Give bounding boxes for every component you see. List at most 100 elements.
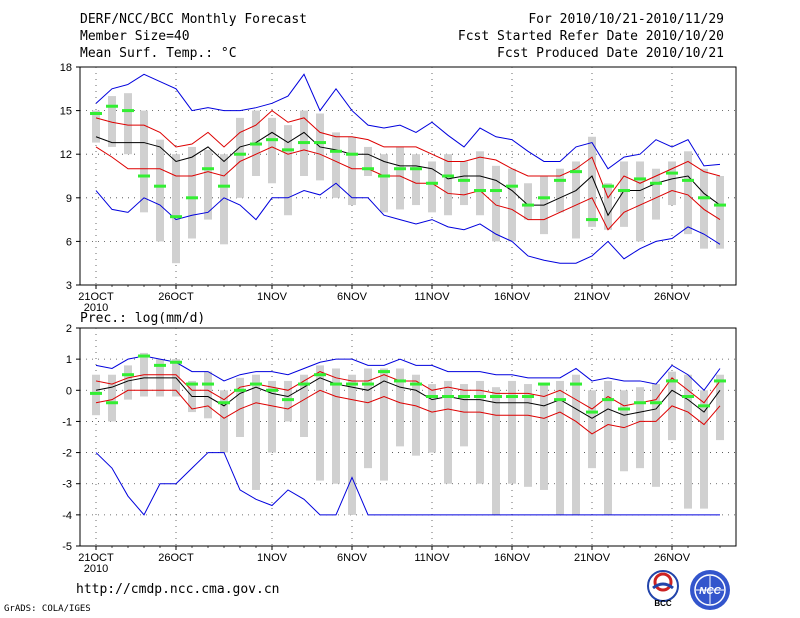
median-marker — [458, 395, 470, 399]
member-range-box — [700, 168, 708, 249]
year-label: 2010 — [84, 563, 108, 575]
member-range-box — [524, 384, 532, 487]
y-tick-label: 2 — [66, 323, 72, 335]
median-marker — [650, 181, 662, 185]
median-marker — [202, 167, 214, 171]
member-range-box — [316, 365, 324, 481]
source-url[interactable]: http://cmdp.ncc.cma.gov.cn — [76, 582, 280, 597]
series-line-p25 — [95, 389, 721, 435]
member-range-box — [268, 380, 276, 453]
series-line-p75 — [95, 371, 721, 410]
median-marker — [442, 395, 454, 399]
median-marker — [682, 395, 694, 399]
x-tick-label: 26OCT — [158, 291, 194, 303]
series-line-min — [95, 73, 721, 170]
member-range-box — [684, 151, 692, 235]
member-range-box — [556, 168, 564, 213]
series-line-min — [95, 452, 720, 516]
median-marker — [218, 401, 230, 405]
member-range-box — [236, 117, 244, 198]
median-marker — [346, 152, 358, 156]
median-marker — [426, 395, 438, 399]
member-range-box — [444, 154, 452, 216]
median-marker — [666, 379, 678, 383]
x-tick-label: 21OCT — [78, 552, 114, 564]
member-range-box — [668, 161, 676, 206]
median-marker — [538, 382, 550, 386]
member-range-box — [716, 176, 724, 249]
member-range-box — [636, 161, 644, 242]
member-range-box — [460, 161, 468, 206]
median-marker — [458, 178, 470, 182]
median-marker — [554, 178, 566, 182]
member-range-box — [348, 374, 356, 515]
median-marker — [554, 398, 566, 402]
median-marker — [90, 112, 102, 116]
member-range-box — [92, 374, 100, 416]
median-marker — [602, 398, 614, 402]
median-marker — [490, 395, 502, 399]
ncc-logo: NCC — [690, 570, 730, 610]
median-marker — [426, 181, 438, 185]
median-marker — [154, 184, 166, 188]
median-marker — [634, 401, 646, 405]
member-range-box — [636, 387, 644, 469]
median-marker — [682, 178, 694, 182]
member-size-label: Member Size=40 — [80, 29, 190, 44]
ncc-logo-text: NCC — [699, 586, 721, 597]
bcc-logo: BCC — [647, 570, 679, 608]
member-range-box — [284, 125, 292, 216]
median-marker — [282, 148, 294, 152]
x-tick-label: 1NOV — [257, 291, 288, 303]
median-marker — [250, 382, 262, 386]
median-marker — [266, 388, 278, 392]
chart-title: DERF/NCC/BCC Monthly Forecast — [80, 12, 307, 27]
median-marker — [474, 395, 486, 399]
median-marker — [538, 196, 550, 200]
member-range-box — [508, 168, 516, 242]
median-marker — [186, 382, 198, 386]
median-marker — [650, 401, 662, 405]
median-marker — [234, 388, 246, 392]
member-range-box — [412, 374, 420, 456]
member-range-box — [380, 154, 388, 213]
y-tick-label: 15 — [60, 106, 72, 118]
median-marker — [106, 401, 118, 405]
median-marker — [602, 184, 614, 188]
series-line-max — [95, 182, 721, 264]
y-tick-label: 3 — [66, 280, 72, 292]
variable-label: Mean Surf. Temp.: °C — [80, 46, 237, 61]
member-range-box — [236, 377, 244, 437]
member-range-box — [652, 384, 660, 487]
median-marker — [330, 149, 342, 153]
median-marker — [698, 196, 710, 200]
member-range-box — [620, 161, 628, 227]
x-tick-label: 1NOV — [257, 552, 288, 564]
median-marker — [490, 189, 502, 193]
member-range-box — [252, 374, 260, 490]
median-marker — [714, 379, 726, 383]
member-range-box — [140, 110, 148, 213]
member-range-box — [684, 374, 692, 509]
member-range-box — [700, 390, 708, 509]
median-marker — [282, 398, 294, 402]
member-range-box — [284, 380, 292, 422]
median-marker — [234, 152, 246, 156]
median-marker — [714, 203, 726, 207]
panel-title: Prec.: log(mm/d) — [80, 311, 205, 326]
member-range-box — [652, 168, 660, 220]
member-range-box — [220, 154, 228, 245]
median-marker — [186, 196, 198, 200]
median-marker — [410, 382, 422, 386]
median-marker — [522, 395, 534, 399]
member-range-box — [508, 380, 516, 484]
y-tick-label: -1 — [62, 416, 72, 428]
median-marker — [170, 360, 182, 364]
member-range-box — [604, 380, 612, 515]
member-range-box — [412, 154, 420, 206]
member-range-box — [396, 368, 404, 447]
median-marker — [138, 354, 150, 358]
member-range-box — [268, 117, 276, 184]
member-range-box — [332, 132, 340, 198]
member-range-box — [572, 374, 580, 515]
